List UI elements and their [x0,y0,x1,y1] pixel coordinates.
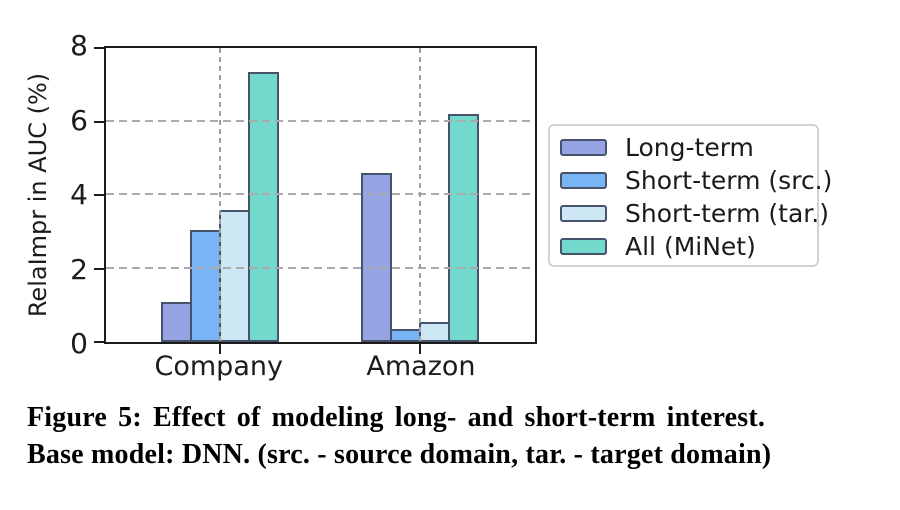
legend-item-short-tar: Short-term (tar.) [560,197,829,230]
y-tick-mark-4 [94,194,104,196]
bar-amazon-long-term [361,172,393,342]
legend-swatch-long-term-icon [560,139,607,156]
bar-company-short-tar [218,209,250,342]
legend-swatch-short-tar-icon [560,205,607,222]
legend-label-all-minet: All (MiNet) [625,232,756,261]
caption-line-1: Figure 5: Effect of modeling long- and s… [27,402,766,433]
figure-caption: Figure 5: Effect of modeling long- and s… [27,399,883,473]
legend-swatch-all-minet-icon [560,238,607,255]
bar-amazon-all-minet [448,114,480,342]
y-tick-mark-2 [94,267,104,270]
y-tick-label-2: 2 [70,252,88,286]
x-tick-label-amazon: Amazon [366,351,476,382]
y-tick-label-8: 8 [70,29,88,62]
x-axis: Company Amazon [104,352,537,386]
legend-label-long-term: Long-term [625,133,754,162]
y-tick-label-0: 0 [70,327,88,360]
legend-item-long-term: Long-term [560,131,817,164]
bar-group-amazon [361,48,480,342]
plot-area [94,46,537,354]
bar-amazon-short-src [390,329,422,342]
chart-legend: Long-term Short-term (src.) Short-term (… [548,124,832,267]
y-tick-label-4: 4 [70,178,88,211]
caption-line-2: Base model: DNN. (src. - source domain, … [27,439,772,470]
bar-amazon-short-tar [419,321,451,342]
bar-company-long-term [160,301,192,342]
legend-item-short-src: Short-term (src.) [560,164,832,197]
legend-label-short-src: Short-term (src.) [625,166,833,195]
bar-company-all-minet [247,71,279,342]
legend-label-short-tar: Short-term (tar.) [625,199,829,228]
x-tick-mark-company [218,344,221,354]
y-tick-mark-6 [94,120,104,123]
legend-swatch-short-src-icon [560,172,607,189]
bar-group-company [160,48,279,342]
x-tick-label-company: Company [154,351,283,382]
y-tick-mark-0 [94,341,104,343]
y-tick-mark-8 [94,47,104,49]
legend-item-all-minet: All (MiNet) [560,230,817,263]
x-tick-mark-amazon [419,344,422,354]
y-tick-label-6: 6 [70,103,88,137]
bar-company-short-src [189,229,221,342]
y-axis: 0 2 4 6 8 [0,32,88,358]
